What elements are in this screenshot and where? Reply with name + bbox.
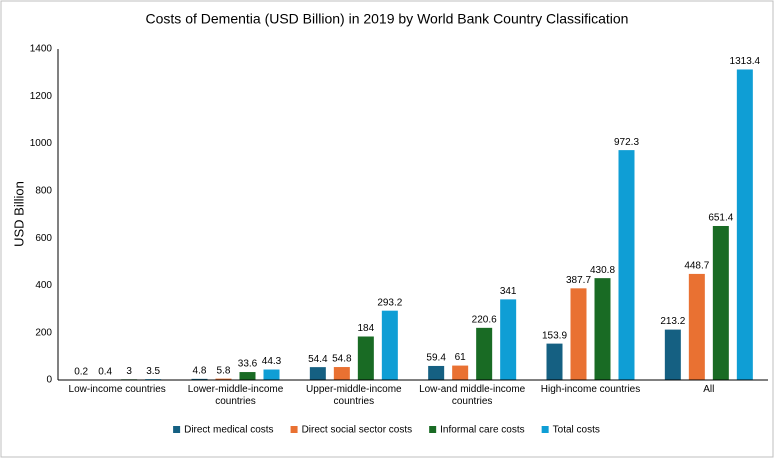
x-tick-label: Lower-middle-income countries [174,384,298,408]
y-axis-title: USD Billion [11,181,26,247]
value-label: 220.6 [472,314,497,325]
value-label: 3 [126,366,132,377]
value-label: 972.3 [614,137,639,148]
bar [240,372,256,380]
bar [571,288,587,380]
value-label: 341 [500,286,517,297]
chart-title: Costs of Dementia (USD Billion) in 2019 … [146,11,629,27]
value-label: 4.8 [193,366,207,377]
legend-label: Direct social sector costs [302,425,413,436]
value-label: 430.8 [590,265,615,276]
value-label: 1313.4 [730,56,761,67]
value-label: 44.3 [262,356,282,367]
bar [310,367,326,380]
value-label: 448.7 [684,261,709,272]
y-tick-label: 200 [35,327,52,338]
legend-label: Informal care costs [440,425,524,436]
bar [689,274,705,380]
value-label: 59.4 [426,353,446,364]
y-tick-label: 1000 [30,138,53,149]
legend-swatch [429,426,436,433]
x-tick-label-box: Low-and middle-income countries [410,384,534,414]
value-label: 184 [357,323,374,334]
legend-swatch [173,426,180,433]
legend-label: Direct medical costs [184,425,273,436]
legend-label: Total costs [553,425,600,436]
y-tick-label: 1400 [30,44,53,55]
bar [264,370,280,380]
x-tick-label: Upper-middle-income countries [292,384,416,408]
bar [619,150,635,380]
bar [665,330,681,380]
bar [500,299,516,380]
bar [547,344,563,380]
x-tick-label: Low-and middle-income countries [410,384,534,408]
x-tick-label: All [647,384,771,396]
bar [452,366,468,380]
value-label: 54.4 [308,354,328,365]
legend-swatch [542,426,549,433]
bar [595,278,611,380]
value-label: 293.2 [377,297,402,308]
value-label: 153.9 [542,330,567,341]
y-tick-label: 400 [35,280,52,291]
x-tick-label: Low-income countries [55,384,179,396]
value-label: 3.5 [146,366,160,377]
y-tick-label: 800 [35,185,52,196]
value-label: 33.6 [238,359,258,370]
value-label: 54.8 [332,354,352,365]
bar [358,336,374,380]
bar [428,366,444,380]
bar [737,69,753,380]
value-label: 387.7 [566,275,591,286]
value-label: 213.2 [660,316,685,327]
value-label: 0.2 [74,367,88,378]
x-tick-label-box: Upper-middle-income countries [292,384,416,414]
x-tick-label-box: High-income countries [529,384,653,414]
x-tick-label-box: All [647,384,771,414]
x-tick-label: High-income countries [529,384,653,396]
x-tick-label-box: Low-income countries [55,384,179,414]
legend-swatch [291,426,298,433]
value-label: 5.8 [217,365,231,376]
y-tick-label: 0 [46,375,52,386]
value-label: 61 [455,352,467,363]
value-label: 651.4 [708,213,733,224]
bar [476,328,492,380]
bar [334,367,350,380]
bar [382,311,398,380]
y-tick-label: 1200 [30,91,53,102]
value-label: 0.4 [98,367,112,378]
y-tick-label: 600 [35,233,52,244]
x-tick-label-box: Lower-middle-income countries [174,384,298,414]
bar [713,226,729,380]
